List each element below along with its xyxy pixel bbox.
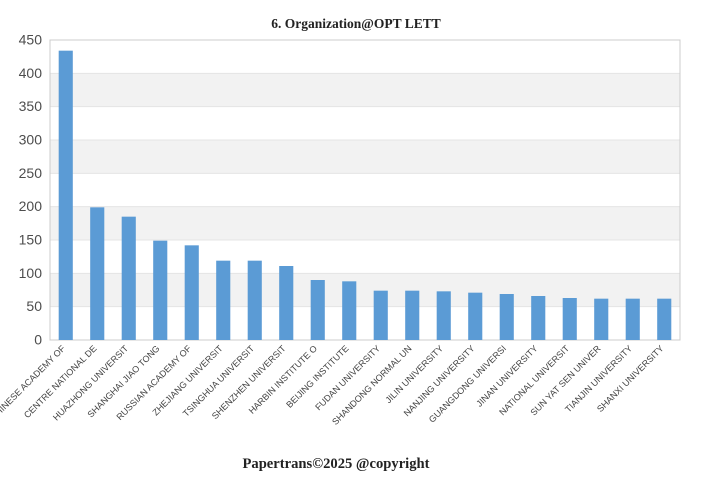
svg-text:400: 400 — [19, 65, 43, 81]
svg-text:200: 200 — [19, 198, 43, 214]
svg-text:450: 450 — [19, 32, 43, 48]
svg-text:150: 150 — [19, 232, 43, 248]
svg-text:100: 100 — [19, 265, 43, 281]
svg-text:JINAN UNIVERSITY: JINAN UNIVERSITY — [474, 343, 539, 408]
svg-text:350: 350 — [19, 98, 43, 114]
svg-text:50: 50 — [26, 298, 42, 314]
svg-text:JILIN UNIVERSITY: JILIN UNIVERSITY — [383, 343, 445, 405]
svg-text:250: 250 — [19, 165, 43, 181]
svg-text:300: 300 — [19, 132, 43, 148]
svg-text:0: 0 — [34, 332, 42, 348]
